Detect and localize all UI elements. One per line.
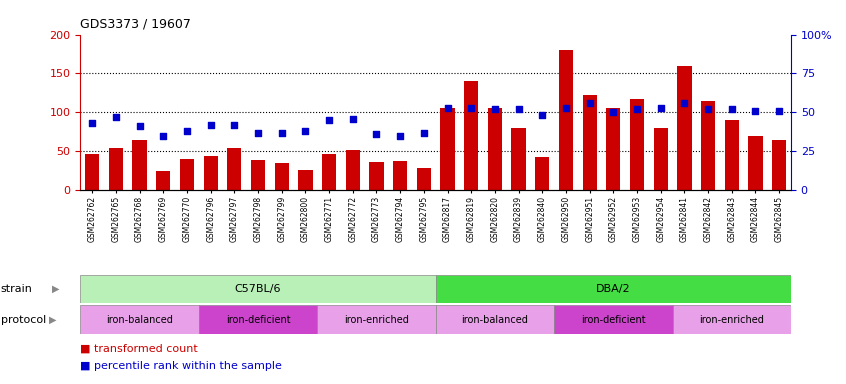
Bar bbox=[80, 275, 436, 303]
Point bbox=[346, 116, 360, 122]
Bar bbox=[512, 128, 525, 190]
Text: strain: strain bbox=[1, 284, 33, 294]
Bar bbox=[607, 108, 620, 190]
Bar bbox=[772, 140, 786, 190]
Text: C57BL/6: C57BL/6 bbox=[235, 284, 281, 294]
Point bbox=[85, 120, 99, 126]
Point bbox=[536, 113, 549, 119]
Bar bbox=[654, 128, 667, 190]
Text: iron-balanced: iron-balanced bbox=[461, 314, 529, 325]
Bar bbox=[701, 101, 715, 190]
Bar bbox=[583, 95, 596, 190]
Point bbox=[654, 104, 667, 111]
Bar bbox=[157, 170, 170, 190]
Bar bbox=[275, 163, 288, 190]
Point bbox=[583, 100, 596, 106]
Point bbox=[701, 106, 715, 112]
Text: iron-enriched: iron-enriched bbox=[700, 314, 764, 325]
Bar bbox=[725, 120, 739, 190]
Text: protocol: protocol bbox=[1, 314, 46, 325]
Text: GDS3373 / 19607: GDS3373 / 19607 bbox=[80, 18, 191, 31]
Bar bbox=[299, 170, 312, 190]
Point bbox=[157, 132, 170, 139]
Text: ■ transformed count: ■ transformed count bbox=[80, 343, 198, 353]
Point bbox=[180, 128, 194, 134]
Bar bbox=[133, 140, 146, 190]
Bar bbox=[322, 154, 336, 190]
Bar bbox=[317, 305, 436, 334]
Point bbox=[441, 104, 454, 111]
Text: iron-deficient: iron-deficient bbox=[581, 314, 645, 325]
Text: ■ percentile rank within the sample: ■ percentile rank within the sample bbox=[80, 361, 283, 371]
Bar bbox=[370, 162, 383, 190]
Bar bbox=[488, 108, 502, 190]
Point bbox=[322, 117, 336, 123]
Bar bbox=[180, 159, 194, 190]
Point bbox=[417, 129, 431, 136]
Bar bbox=[441, 108, 454, 190]
Bar bbox=[559, 50, 573, 190]
Point bbox=[559, 104, 573, 111]
Point bbox=[299, 128, 312, 134]
Point bbox=[393, 132, 407, 139]
Bar bbox=[80, 305, 199, 334]
Point bbox=[370, 131, 383, 137]
Point bbox=[204, 122, 217, 128]
Point bbox=[749, 108, 762, 114]
Bar bbox=[251, 160, 265, 190]
Bar bbox=[417, 167, 431, 190]
Bar bbox=[630, 99, 644, 190]
Point bbox=[630, 106, 644, 112]
Point bbox=[512, 106, 525, 112]
Bar bbox=[436, 275, 791, 303]
Text: ▶: ▶ bbox=[49, 314, 57, 325]
Point bbox=[228, 122, 241, 128]
Bar bbox=[536, 157, 549, 190]
Point bbox=[772, 108, 786, 114]
Bar bbox=[436, 305, 554, 334]
Bar bbox=[554, 305, 673, 334]
Point bbox=[725, 106, 739, 112]
Bar bbox=[109, 148, 123, 190]
Bar bbox=[199, 305, 317, 334]
Bar bbox=[749, 136, 762, 190]
Point bbox=[133, 123, 146, 129]
Bar bbox=[673, 305, 791, 334]
Point bbox=[607, 109, 620, 116]
Point bbox=[464, 104, 478, 111]
Bar bbox=[204, 156, 217, 190]
Point bbox=[251, 129, 265, 136]
Bar bbox=[464, 81, 478, 190]
Bar bbox=[85, 154, 99, 190]
Point bbox=[678, 100, 691, 106]
Text: iron-deficient: iron-deficient bbox=[226, 314, 290, 325]
Text: ▶: ▶ bbox=[52, 284, 60, 294]
Text: iron-balanced: iron-balanced bbox=[106, 314, 173, 325]
Bar bbox=[393, 161, 407, 190]
Bar bbox=[678, 66, 691, 190]
Point bbox=[109, 114, 123, 120]
Text: iron-enriched: iron-enriched bbox=[344, 314, 409, 325]
Bar bbox=[346, 150, 360, 190]
Point bbox=[488, 106, 502, 112]
Text: DBA/2: DBA/2 bbox=[596, 284, 630, 294]
Bar bbox=[228, 148, 241, 190]
Point bbox=[275, 129, 288, 136]
